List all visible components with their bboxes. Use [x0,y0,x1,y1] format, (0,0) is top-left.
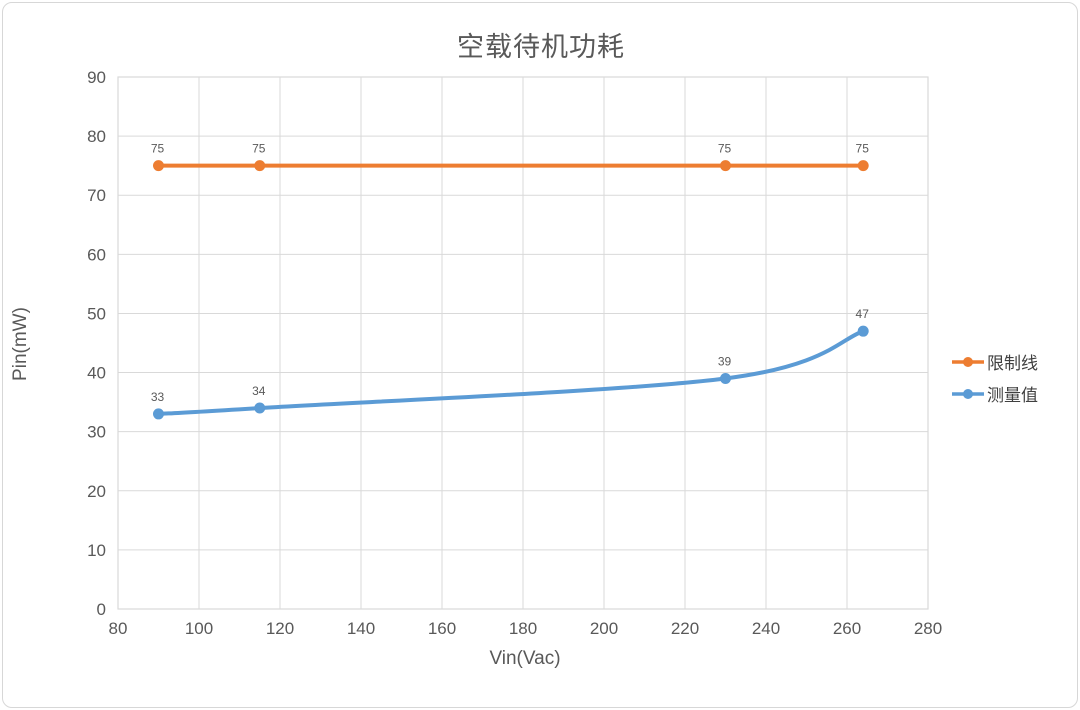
x-tick-label: 80 [109,619,128,638]
plot-area: 80 100 120 140 160 180 200 220 240 260 280 0 10 20 30 4… [87,68,942,638]
data-point-icon [857,160,869,172]
y-tick-label: 10 [87,541,106,560]
legend-item: 限制线 [951,349,1038,374]
data-point-icon [857,325,869,337]
series-line-1 [156,329,866,416]
y-axis-title: Pin(mW) [10,307,31,381]
data-point-icon [254,402,266,414]
data-point-icon [720,372,731,384]
y-tick-label: 60 [87,245,106,264]
y-tick-label: 80 [87,127,106,146]
plot-border [117,76,929,610]
y-tick-label: 20 [87,482,106,501]
x-axis-title: Vin(Vac) [489,648,561,669]
x-tick-label: 240 [752,619,780,638]
legend-item: 测量值 [951,381,1038,406]
x-tick-label: 160 [428,619,456,638]
data-label: 75 [252,142,266,156]
x-tick-label: 220 [671,619,699,638]
y-tick-label: 90 [87,68,106,87]
x-tick-label: 100 [185,619,213,638]
data-label: 75 [718,142,732,156]
data-point-icon [153,408,164,420]
legend-line-marker-icon [952,388,984,399]
x-tick-label: 120 [266,619,294,638]
data-point-icon [720,160,731,172]
y-tick-label: 30 [87,423,106,442]
data-label: 75 [151,142,165,156]
legend-line-marker-icon [952,356,984,367]
y-tick-label: 50 [87,304,106,323]
x-tick-label: 260 [833,619,861,638]
data-label: 47 [856,307,870,321]
data-label: 75 [856,142,870,156]
data-label: 33 [151,390,165,404]
x-tick-label: 180 [509,619,537,638]
legend-label: 测量值 [987,386,1038,405]
data-point-icon [254,160,266,172]
y-tick-label: 40 [87,364,106,383]
chart-title: 空载待机功耗 [457,32,625,62]
y-tick-label: 0 [97,600,106,619]
data-label: 39 [718,354,732,368]
x-tick-label: 200 [590,619,618,638]
y-tick-label: 70 [87,186,106,205]
legend-label: 限制线 [987,354,1038,373]
data-point-icon [153,160,164,172]
legend: 限制线 测量值 [951,349,1038,406]
data-label: 34 [252,384,266,398]
x-tick-label: 140 [347,619,375,638]
x-tick-label: 280 [914,619,942,638]
